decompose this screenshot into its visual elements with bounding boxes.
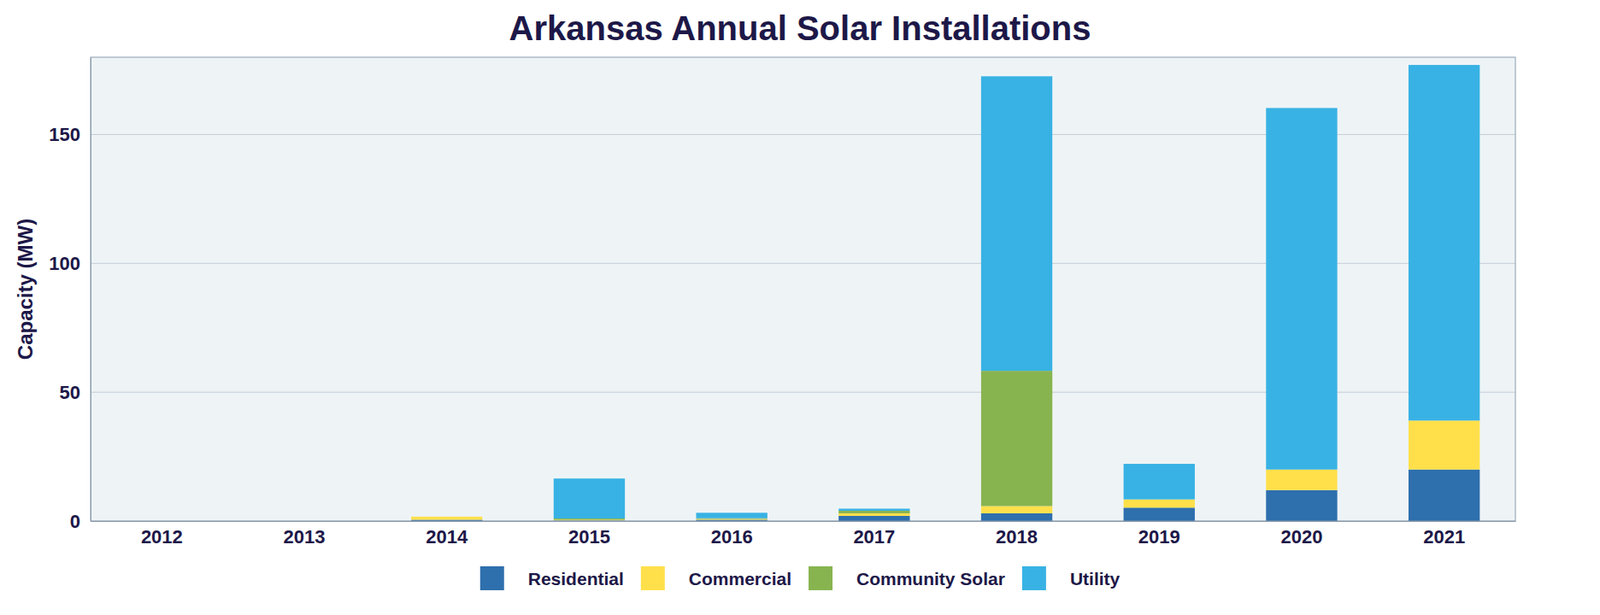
bar [838, 513, 910, 517]
bar [1123, 507, 1195, 522]
bar [1265, 107, 1337, 470]
y-axis: 0 50 100 150 [48, 58, 91, 533]
bar [1123, 500, 1195, 509]
x-tick-label: 2016 [711, 526, 753, 548]
legend-swatch [641, 566, 665, 591]
title: Arkansas Annual Solar Installations [509, 9, 1092, 48]
y-tick-label: 100 [48, 252, 81, 275]
plot-background [90, 57, 1516, 522]
legend-swatch [480, 566, 505, 591]
bars [411, 64, 1480, 522]
bar [981, 370, 1053, 506]
x-tick: 2018 [995, 521, 1038, 548]
legend-label: Community Solar [856, 569, 1006, 589]
legend-item: Residential [480, 566, 624, 591]
x-tick: 2019 [1138, 521, 1181, 548]
bar [695, 512, 767, 518]
legend-item: Commercial [641, 566, 792, 591]
y-tick-label: 0 [70, 511, 81, 533]
x-tick: 2012 [141, 521, 183, 548]
y-axis-title: Capacity (MW) [13, 218, 37, 360]
x-tick-label: 2018 [995, 526, 1038, 548]
x-tick-label: 2012 [141, 526, 183, 548]
x-tick: 2015 [568, 521, 611, 548]
y-tick: 150 [48, 123, 91, 146]
x-tick: 2020 [1280, 521, 1323, 548]
x-axis-line [91, 521, 1517, 523]
bar [838, 511, 910, 514]
bar [838, 516, 910, 522]
legend-item: Utility [1022, 566, 1121, 591]
series [553, 370, 1053, 520]
x-tick: 2017 [852, 521, 895, 548]
legend-swatch [808, 566, 833, 591]
y-axis-line [90, 58, 92, 523]
chart: Arkansas Annual Solar Installations 0 50 10… [0, 0, 1600, 615]
bar [981, 76, 1053, 371]
bar [1265, 470, 1337, 491]
bar [411, 516, 483, 518]
bar [981, 506, 1053, 514]
x-tick-label: 2017 [852, 526, 895, 548]
x-tick-label: 2015 [568, 526, 611, 548]
legend: Residential Commercial Community Solar Util… [480, 566, 1121, 591]
bar [695, 518, 767, 521]
plot: 0501001502012201320142015201620172018201… [48, 57, 1516, 548]
bar [1408, 470, 1480, 522]
legend-swatch [1022, 566, 1047, 591]
bar [411, 516, 483, 518]
x-tick-label: 2014 [425, 526, 469, 548]
y-tick: 50 [59, 382, 91, 404]
bar [1265, 490, 1337, 522]
bar [411, 517, 483, 521]
y-tick: 100 [48, 252, 91, 275]
x-tick-label: 2021 [1423, 526, 1465, 548]
bar [1408, 64, 1480, 421]
x-axis: 2012 2013 2014 2015 2016 2017 2018 2019 2020 2021 [91, 521, 1517, 548]
bar [1123, 464, 1195, 500]
bar [838, 509, 910, 512]
plot-frame [90, 57, 1516, 522]
x-tick: 2013 [283, 521, 326, 548]
bar [553, 478, 625, 519]
y-tick: 0 [70, 511, 91, 533]
y-tick-label: 50 [59, 382, 81, 404]
x-tick: 2014 [425, 521, 469, 548]
legend-label: Commercial [688, 569, 792, 589]
bar [1408, 420, 1480, 470]
legend-item: Community Solar [808, 566, 1006, 591]
series [553, 64, 1481, 519]
legend-label: Residential [528, 569, 624, 589]
x-tick-label: 2020 [1280, 526, 1323, 548]
bar [981, 513, 1053, 522]
legend-label: Utility [1070, 569, 1121, 589]
y-tick-label: 150 [48, 123, 81, 146]
x-tick-label: 2019 [1138, 526, 1181, 548]
bar [553, 518, 625, 521]
x-tick-label: 2013 [283, 526, 326, 548]
x-tick: 2021 [1423, 521, 1465, 548]
series [411, 470, 1480, 522]
x-tick: 2016 [711, 521, 753, 548]
